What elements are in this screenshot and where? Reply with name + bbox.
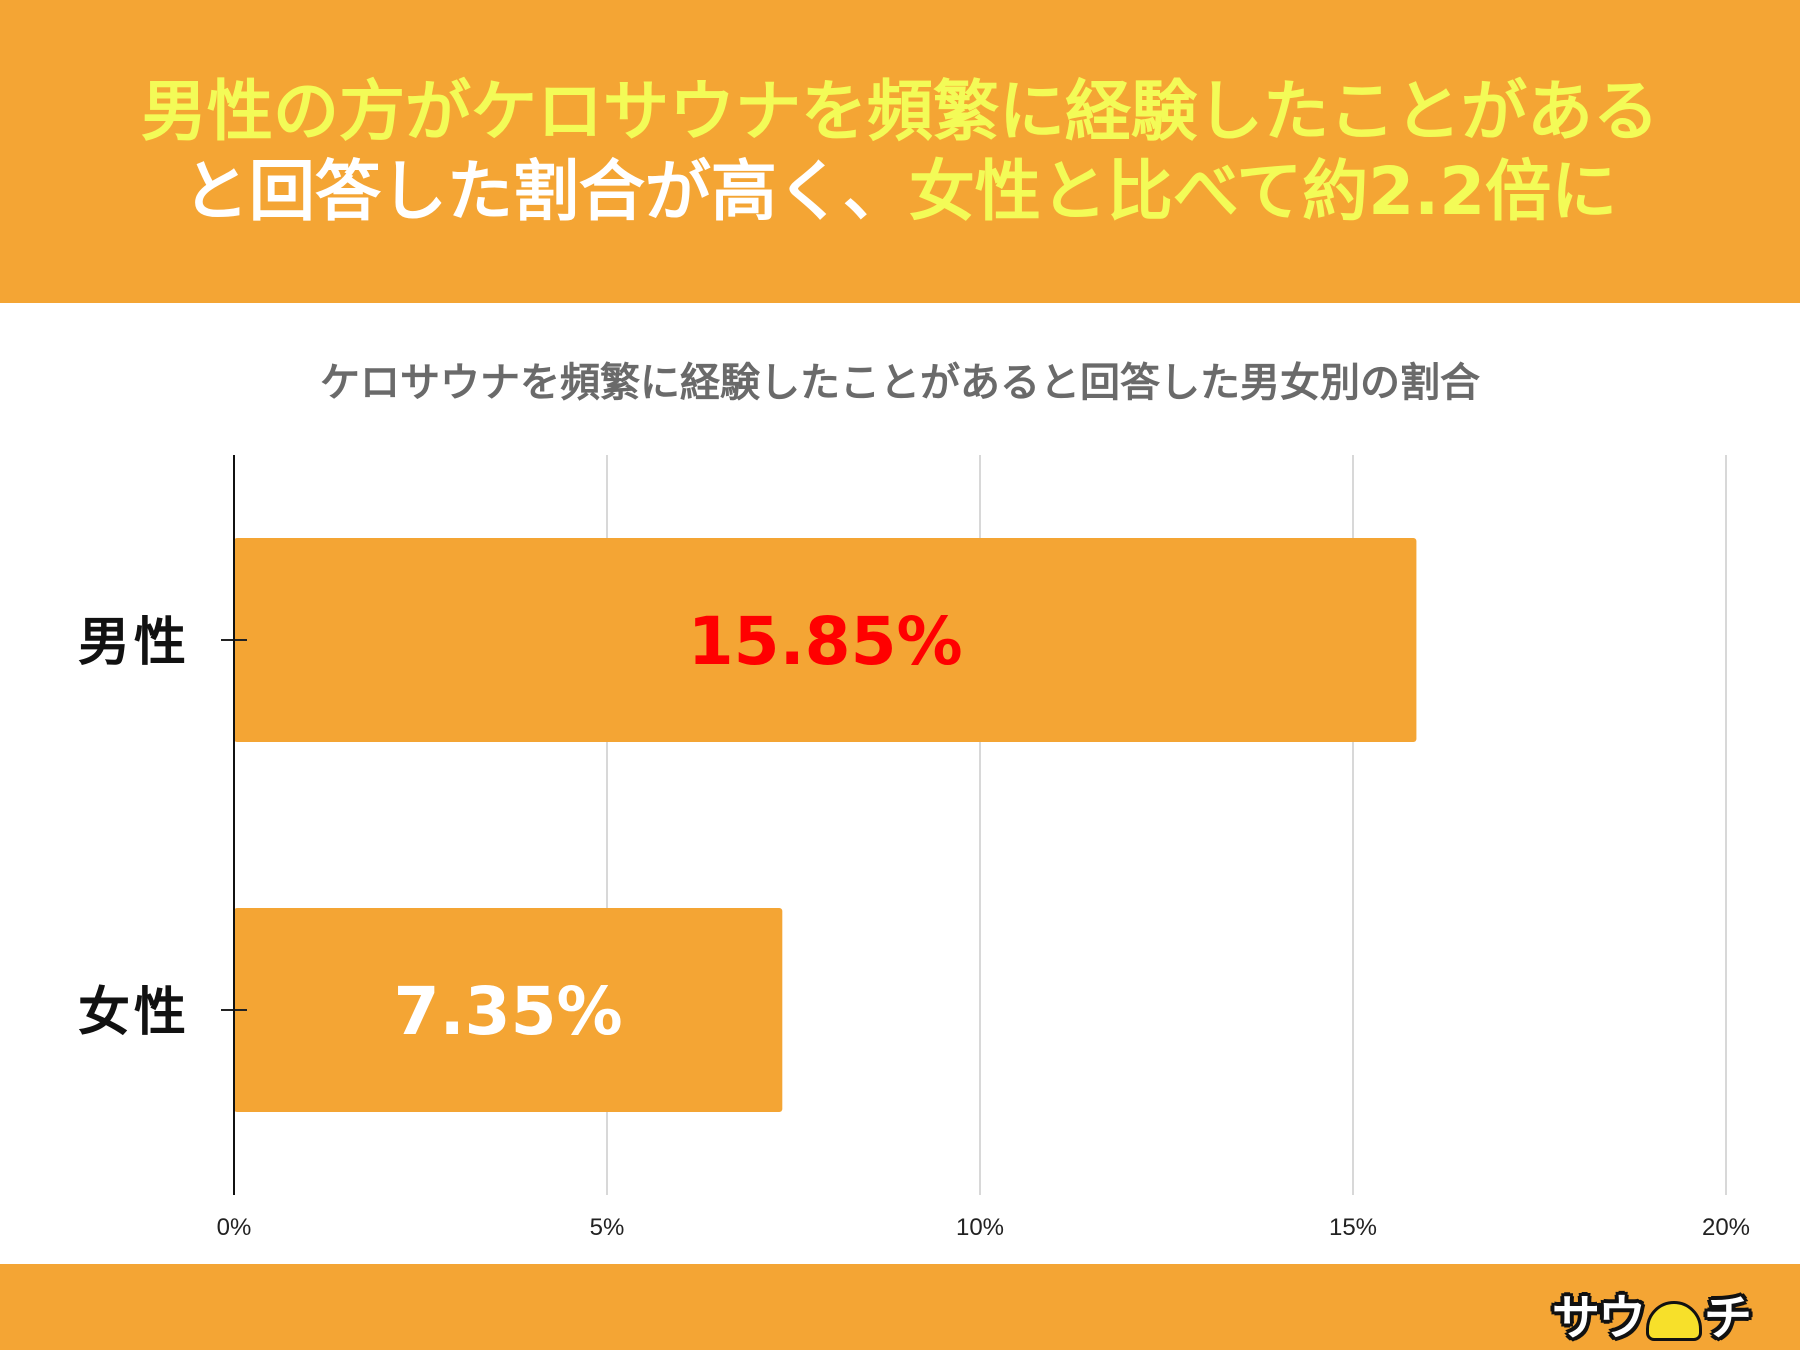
- header-banner: 男性の方がケロサウナを頻繁に経験したことがある と回答した割合が高く、女性と比べ…: [0, 0, 1800, 303]
- headline-line-1: 男性の方がケロサウナを頻繁に経験したことがある: [141, 73, 1659, 150]
- chart-title: ケロサウナを頻繁に経験したことがあると回答した男女別の割合: [320, 360, 1480, 406]
- bar-chart: 0% 5% 10% 15% 20% 男性 15.85% 女性 7.35%: [78, 455, 1750, 1241]
- category-label: 女性: [78, 983, 190, 1043]
- x-tick-label: 10%: [956, 1214, 1004, 1241]
- x-tick-label: 15%: [1329, 1214, 1377, 1241]
- bar: [234, 538, 1417, 742]
- brand-logo: サウ チ: [1552, 1278, 1752, 1346]
- x-tick-label: 5%: [590, 1214, 625, 1241]
- x-tick-label: 0%: [217, 1214, 252, 1241]
- category-label: 男性: [78, 613, 190, 673]
- headline-line-2-white: と回答した割合が高く、: [182, 153, 909, 230]
- data-label: 15.85%: [688, 603, 963, 680]
- headline-line-2-yellow: 女性と比べて約2.2倍に: [908, 153, 1618, 230]
- logo-text-right: チ: [1703, 1290, 1752, 1346]
- x-tick-label: 20%: [1702, 1214, 1750, 1241]
- data-label: 7.35%: [394, 973, 623, 1050]
- logo-text-left: サウ: [1551, 1290, 1646, 1346]
- headline-line-2: と回答した割合が高く、女性と比べて約2.2倍に: [0, 152, 1800, 232]
- footer-bar: [0, 1264, 1800, 1350]
- bar: [234, 908, 783, 1112]
- sauna-hat-icon: [1645, 1301, 1702, 1341]
